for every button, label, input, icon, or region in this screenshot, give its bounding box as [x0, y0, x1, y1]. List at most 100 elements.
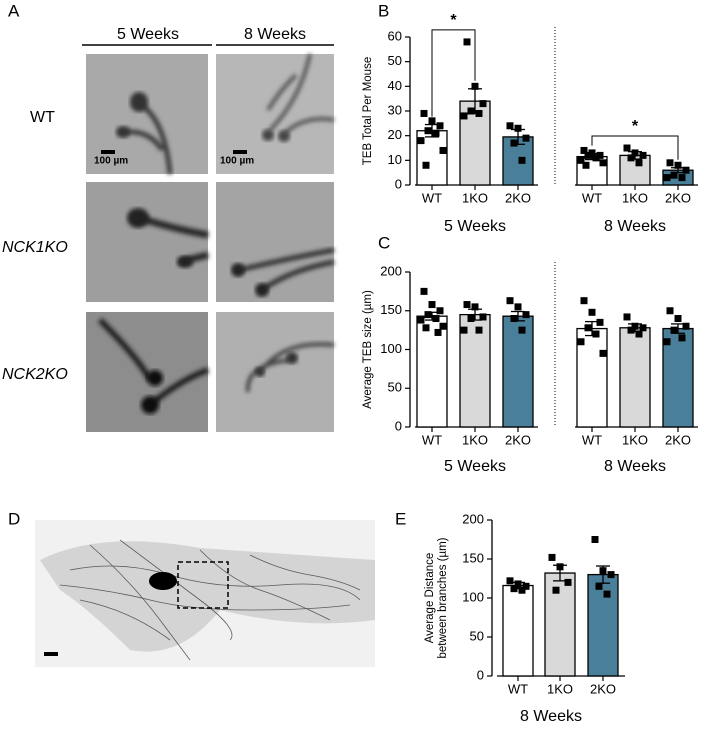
y-axis-title: Average Distance	[424, 553, 436, 644]
group-label: 8 Weeks	[604, 458, 666, 475]
y-tick-label: 50	[470, 628, 484, 643]
column-header: 5 Weeks	[117, 26, 179, 43]
x-tick-label: 2KO	[665, 190, 691, 205]
data-point	[631, 322, 639, 330]
y-tick-label: 50	[388, 53, 402, 68]
x-tick-label: 1KO	[462, 190, 488, 205]
data-point	[467, 315, 475, 322]
y-tick-label: 0	[395, 176, 402, 191]
data-point	[417, 316, 425, 324]
data-point	[475, 326, 483, 334]
data-point	[580, 146, 588, 154]
data-point	[548, 553, 556, 561]
data-point	[627, 154, 635, 162]
y-tick-label: 150	[380, 302, 402, 317]
data-point	[514, 124, 522, 132]
data-point	[663, 338, 671, 346]
data-point	[592, 154, 600, 162]
y-tick-label: 200	[462, 511, 484, 526]
data-point	[422, 161, 430, 169]
data-point	[666, 307, 674, 315]
data-point	[678, 174, 686, 182]
data-point	[424, 311, 432, 319]
data-point	[670, 326, 678, 334]
data-point	[506, 122, 514, 130]
data-point	[479, 313, 487, 321]
data-point	[522, 311, 530, 319]
data-point	[436, 122, 444, 130]
y-tick-label: 200	[380, 263, 402, 278]
bar	[587, 573, 619, 677]
y-tick-label: 150	[462, 550, 484, 565]
data-point	[432, 315, 440, 322]
y-tick-label: 60	[388, 28, 402, 43]
data-point	[584, 324, 592, 332]
whole-mount-image	[35, 520, 375, 667]
data-point	[463, 301, 471, 309]
scale-bar-label: 100 µm	[94, 156, 128, 167]
x-tick-label: 2KO	[665, 432, 691, 447]
data-point	[639, 324, 647, 332]
data-point	[607, 571, 615, 579]
data-point	[584, 151, 592, 159]
data-point	[670, 171, 678, 179]
panel-label: C	[378, 233, 390, 252]
data-point	[577, 156, 585, 164]
data-point	[479, 100, 487, 108]
data-point	[595, 582, 603, 590]
data-point	[582, 161, 590, 169]
row-label: WT	[30, 109, 55, 126]
x-tick-label: 1KO	[547, 681, 573, 696]
data-point	[592, 330, 600, 338]
data-point	[627, 326, 635, 334]
x-tick-label: 2KO	[505, 190, 531, 205]
data-point	[417, 137, 425, 145]
data-point	[422, 324, 430, 332]
micrograph: 100 µm	[86, 54, 208, 175]
panel-label: B	[378, 1, 389, 20]
bar	[619, 327, 651, 428]
data-point	[518, 156, 526, 164]
data-point	[580, 297, 588, 305]
data-point	[420, 109, 428, 117]
data-point	[663, 174, 671, 182]
data-point	[674, 161, 682, 169]
micrograph	[86, 312, 210, 432]
data-point	[635, 330, 643, 338]
significance-label: *	[632, 118, 639, 135]
data-point	[564, 578, 572, 586]
y-axis-title: Average TEB size (µm)	[362, 290, 374, 409]
x-tick-label: WT	[422, 432, 442, 447]
data-point	[432, 129, 440, 137]
y-axis-title: TEB Total Per Mouse	[362, 57, 374, 165]
data-point	[439, 146, 447, 154]
data-point	[522, 134, 530, 142]
data-point	[682, 166, 690, 174]
data-point	[552, 586, 560, 594]
significance-bracket	[431, 29, 476, 117]
x-tick-label: WT	[582, 190, 602, 205]
micrograph	[86, 182, 209, 302]
y-tick-label: 10	[388, 152, 402, 167]
column-header: 8 Weeks	[244, 26, 306, 43]
data-point	[518, 586, 526, 594]
data-point	[596, 318, 604, 326]
data-point	[599, 159, 607, 167]
data-point	[674, 315, 682, 322]
data-point	[599, 349, 607, 357]
data-point	[596, 151, 604, 159]
y-tick-label: 100	[462, 589, 484, 604]
row-label: NCK2KO	[2, 366, 68, 383]
y-tick-label: 0	[395, 418, 402, 433]
bar	[619, 154, 651, 186]
group-label: 5 Weeks	[444, 458, 506, 475]
data-point	[463, 38, 471, 46]
y-tick-label: 0	[477, 667, 484, 682]
data-point	[577, 338, 585, 346]
y-tick-label: 40	[388, 78, 402, 93]
data-point	[556, 563, 564, 571]
row-label: NCK1KO	[2, 239, 68, 256]
x-tick-label: 2KO	[590, 681, 616, 696]
data-point	[678, 334, 686, 342]
